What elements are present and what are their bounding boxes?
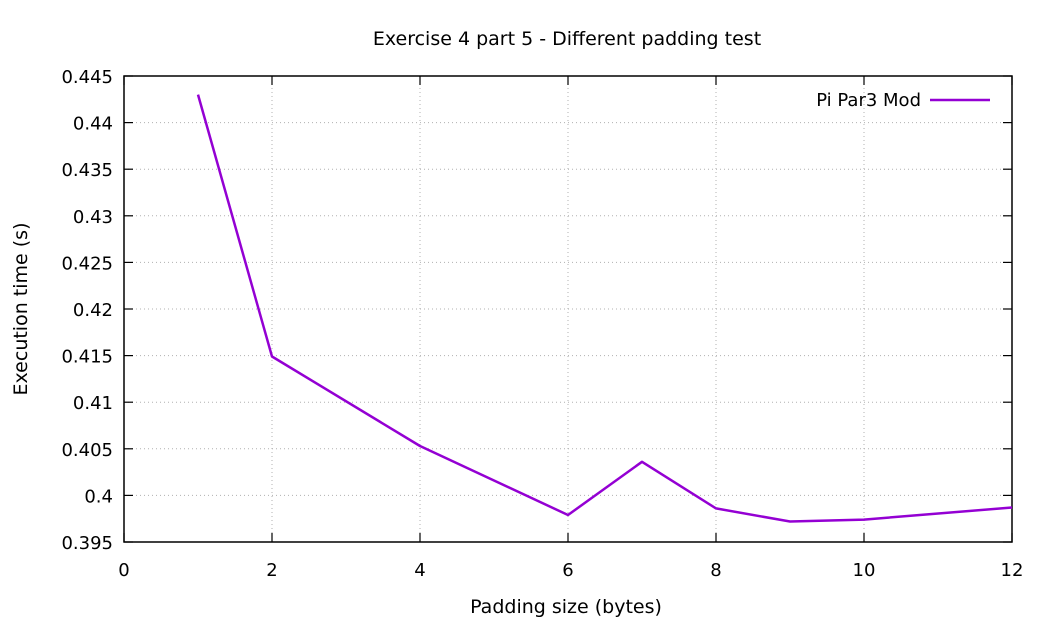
series-line [196,94,1013,523]
y-tick-label: 0.43 [73,207,113,228]
legend-label: Pi Par3 Mod [816,90,921,111]
x-tick-label: 8 [710,560,721,581]
y-axis-label: Execution time (s) [10,223,32,396]
x-tick-label: 4 [414,560,425,581]
x-axis-label: Padding size (bytes) [470,596,662,618]
x-tick-label: 10 [853,560,876,581]
x-tick-label: 6 [562,560,573,581]
grid-lines [124,76,1012,542]
y-tick-label: 0.435 [61,160,113,181]
y-tick-label: 0.44 [73,114,113,135]
y-tick-label: 0.42 [73,300,113,321]
y-tick-label: 0.41 [73,393,113,414]
y-tick-label: 0.425 [61,253,113,274]
series-lines [196,94,1013,523]
y-tick-label: 0.405 [61,440,113,461]
y-tick-label: 0.395 [61,533,113,554]
y-tick-label: 0.4 [84,486,113,507]
y-tick-label: 0.415 [61,347,113,368]
axis-ticks: 0 2 4 6 8 10 12 0.395 0.4 0.405 0.41 0.415 0.42 0.425… [61,67,1023,581]
y-tick-label: 0.445 [61,67,113,88]
legend: Pi Par3 Mod [816,90,990,111]
x-tick-label: 0 [118,560,129,581]
chart-title: Exercise 4 part 5 - Different padding te… [373,28,761,50]
x-tick-label: 2 [266,560,277,581]
x-tick-label: 12 [1001,560,1024,581]
